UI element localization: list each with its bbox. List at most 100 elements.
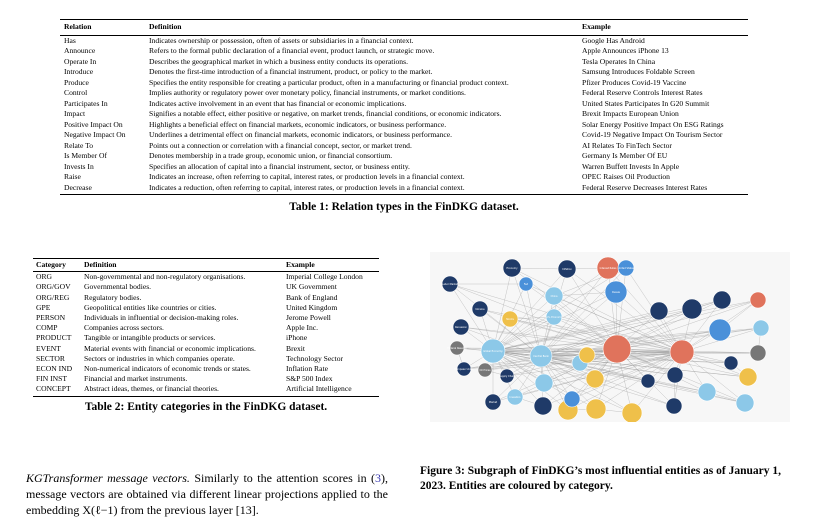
cell-example: Inflation Rate [286,364,328,374]
cell-example: Brexit Impacts European Union [582,109,679,118]
table-row: CONCEPT Abstract ideas, themes, or financ… [33,384,379,397]
graph-edge [540,355,708,393]
graph-node [501,310,519,328]
graph-node [533,396,553,416]
header-example: Example [578,19,748,36]
cell-example: Federal Reserve Decreases Interest Rates [578,182,748,195]
graph-edge [616,299,723,350]
cell-example: Warren Buffett Invests In Apple [582,161,680,171]
cell-example: United Kingdom [286,302,338,312]
graph-node [749,291,767,309]
graph-node-label: United States [618,267,635,270]
cell-definition: Financial and market instruments. [84,374,188,384]
table-row: PERSON Individuals in influential or deci… [33,313,379,323]
cell-example: Imperial College London [286,272,363,282]
graph-node [669,339,695,365]
graph-node [563,390,581,408]
cell-name: ORG/GOV [36,282,71,292]
graph-edge [616,299,759,350]
cell-name: FIN INST [36,374,68,384]
cell-definition: Denotes membership in a trade group, eco… [149,151,393,160]
graph-edge [540,355,633,414]
cell-name: EVENT [36,343,61,353]
cell-example: Google Has Android [582,35,645,45]
table-row: FIN INST Financial and market instruments… [33,374,379,384]
graph-edge [492,350,633,414]
graph-node [617,259,635,277]
graph-node [499,368,515,384]
cell-example: Federal Reserve Controls Interest Rates [582,88,703,97]
cell-name: Invests In [64,161,94,171]
graph-node [502,258,522,278]
graph-node [681,298,703,320]
graph-node-label: Ukraine [475,308,485,311]
graph-node [738,367,758,387]
cell-example: Bank of England [286,292,338,302]
cell-definition: Non-governmental and non-regulatory orga… [84,272,246,282]
graph-node [557,259,577,279]
table-row: Negative Impact On Underlines a detriment… [60,130,748,141]
cell-definition: Material events with financial or econom… [84,343,256,353]
graph-node-label: Global Economy [483,350,503,353]
cell-definition: Governmental bodies. [84,282,152,292]
graph-edge [492,267,627,352]
cell-definition: Sectors or industries in which companies… [84,353,235,363]
graph-edge [540,355,732,364]
graph-node [449,340,465,356]
header-relation: Relation [60,19,145,36]
graph-edge [616,327,762,350]
table-row: Invests In Specifies an allocation of cap… [60,162,748,173]
cell-name: Impact [64,109,86,118]
table-row: Decrease Indicates a reduction, often ref… [60,182,748,195]
cell-name: Participates In [64,98,108,108]
cell-name: PERSON [36,313,66,323]
paragraph-text-1: Similarly to the attention scores in ( [189,471,376,485]
graph-edge [492,295,555,352]
graph-node [534,373,554,393]
graph-edge [594,351,683,380]
cell-definition: Refers to the formal public declaration … [149,46,435,55]
graph-edge [511,267,683,353]
table-row: Produce Specifies the entity responsible … [60,78,748,89]
table-row: ECON IND Non-numerical indicators of econ… [33,364,379,374]
table-row: ORG/REG Regulatory bodies. Bank of England [33,293,379,303]
graph-node [665,397,683,415]
table-row: Is Member Of Denotes membership in a trad… [60,151,748,162]
cell-name: Raise [64,172,81,181]
cell-definition: Geopolitical entities like countries or … [84,302,217,312]
graph-node [477,362,493,378]
graph-edge [492,348,618,352]
cell-name: Introduce [64,67,94,76]
cell-definition: Denotes the first-time introduction of a… [149,67,433,76]
graph-edge [540,355,675,407]
graph-node [585,369,605,389]
equation-ref-link[interactable]: 3 [375,471,382,485]
category-table-body: ORG Non-governmental and non-regulatory o… [33,272,379,397]
cell-example: AI Relates To FinTech Sector [582,140,672,150]
cell-example: Covid-19 Negative Impact On Tourism Sect… [582,130,723,139]
graph-node [545,308,563,326]
table-row: COMP Companies across sectors. Apple Inc. [33,323,379,333]
graph-node [602,334,632,364]
cell-definition: Individuals in influential or decision-m… [84,313,239,323]
graph-edge [540,355,597,410]
table1-caption: Table 1: Relation types in the FinDKG da… [289,201,519,213]
graph-node [480,338,506,364]
table-row: SECTOR Sectors or industries in which com… [33,354,379,364]
cell-example: Tesla Operates In China [582,56,656,66]
graph-edge [492,310,660,352]
graph-node-label: Interest Rates [600,267,617,270]
graph-edge [615,291,683,353]
cell-example: Solar Energy Positive Impact On ESG Rati… [582,119,724,129]
graph-edge [492,350,569,411]
graph-node-label: Labor Market [442,283,458,286]
cell-example: S&P 500 Index [286,374,333,384]
graph-node [471,300,489,318]
table-row: EVENT Material events with financial or e… [33,344,379,354]
cell-name: Produce [64,77,89,87]
cell-definition: Signifies a notable effect, either posit… [149,109,502,118]
graph-edge [492,267,513,352]
figure3-caption: Figure 3: Subgraph of FinDKG’s most infl… [420,465,781,492]
cell-name: CONCEPT [33,384,81,397]
graph-node [456,361,472,377]
